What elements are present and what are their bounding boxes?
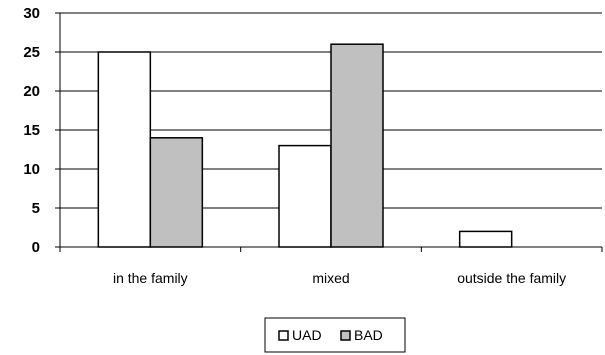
bar-uad-0 xyxy=(98,52,150,247)
bar-bad-0 xyxy=(150,138,202,247)
y-tick-label: 15 xyxy=(23,122,40,139)
legend-label-uad: UAD xyxy=(292,327,322,343)
legend-swatch-uad xyxy=(279,331,288,340)
y-tick-label: 30 xyxy=(23,5,40,22)
x-category-label: mixed xyxy=(312,270,349,286)
bar-bad-1 xyxy=(331,44,383,247)
x-category-label: outside the family xyxy=(457,270,566,286)
y-tick-labels: 0 5 10 15 20 25 30 xyxy=(23,5,40,256)
bar-uad-2 xyxy=(460,231,512,247)
y-tick-label: 10 xyxy=(23,161,40,178)
bar-uad-1 xyxy=(279,146,331,247)
legend: UAD BAD xyxy=(265,318,405,352)
legend-swatch-bad xyxy=(341,331,350,340)
y-tick-label: 0 xyxy=(32,239,40,256)
y-tick-label: 25 xyxy=(23,44,40,61)
bars xyxy=(98,44,511,247)
y-tick-label: 20 xyxy=(23,83,40,100)
x-category-labels: in the family mixed outside the family xyxy=(113,270,566,286)
y-tick-label: 5 xyxy=(32,200,40,217)
x-category-label: in the family xyxy=(113,270,188,286)
legend-label-bad: BAD xyxy=(354,327,383,343)
